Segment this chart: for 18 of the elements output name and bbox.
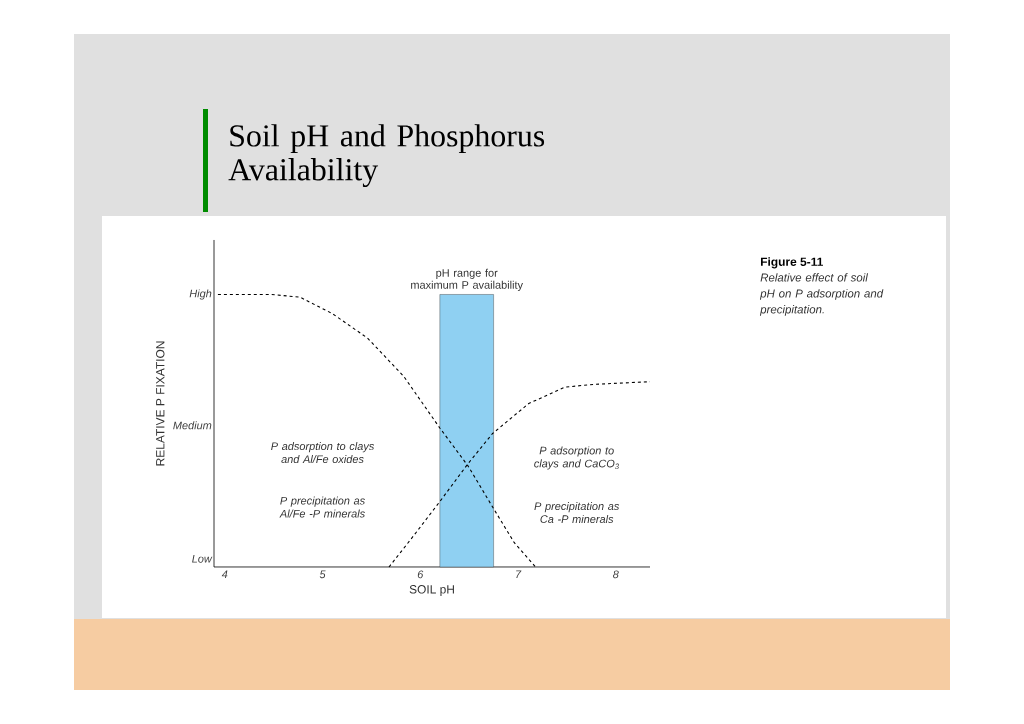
text: High [189, 289, 212, 300]
x-tick-label: 5 [319, 570, 326, 579]
x-axis-title: SOIL pH [409, 585, 454, 596]
chart-title: Soil pH and Phosphorus Availability [228, 124, 545, 188]
annotation: P adsorption to clays and CaCO$_{3}$ [534, 446, 620, 470]
annotation: P adsorption to clays and Al/Fe oxides [271, 442, 375, 464]
text: Low [192, 554, 213, 563]
x-tick-label: 7 [516, 570, 522, 579]
band-label: pH range for maximum P availability [411, 268, 523, 291]
text: Medium [173, 421, 212, 430]
x-tick-label: 4 [221, 570, 228, 579]
x-tick-label: 8 [613, 570, 619, 579]
text: Relative effect of soil pH on P adsorption and precipitation. [759, 273, 884, 316]
x-tick-label: 6 [417, 570, 424, 579]
annotation: P precipitation as Al/Fe -P minerals [279, 496, 365, 518]
y-axis-title: RELATIVE P FIXATION [156, 341, 165, 466]
caption: Figure 5-11 [761, 257, 823, 269]
annotation: P precipitation as Ca -P minerals [534, 501, 620, 523]
